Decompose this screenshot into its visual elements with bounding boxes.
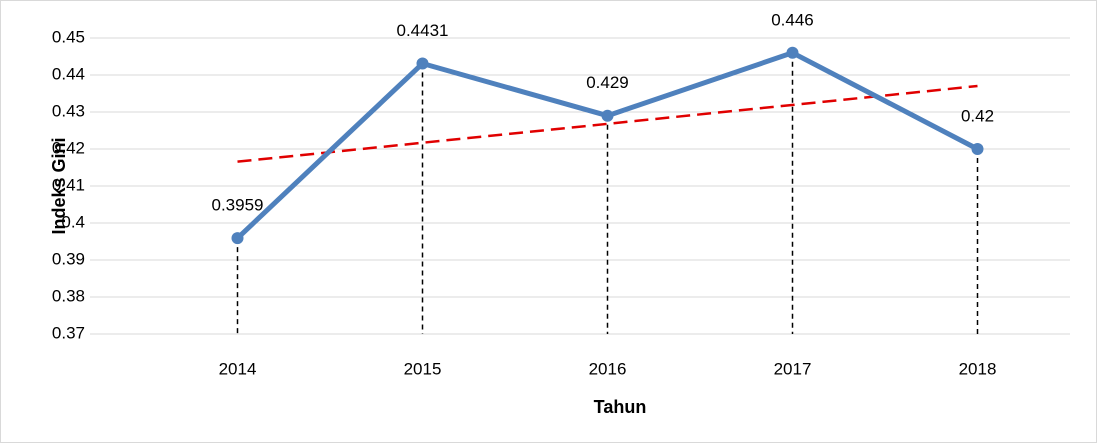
y-tick-label: 0.43 (52, 101, 85, 120)
y-tick-label: 0.39 (52, 249, 85, 268)
x-axis-title: Tahun (594, 397, 647, 417)
data-point (231, 232, 244, 245)
y-tick-label: 0.45 (52, 27, 85, 46)
data-point (601, 109, 614, 122)
data-label: 0.429 (586, 73, 629, 92)
y-tick-label: 0.42 (52, 138, 85, 157)
data-label: 0.4431 (397, 21, 449, 40)
data-label: 0.3959 (212, 196, 264, 215)
data-label: 0.446 (771, 10, 814, 29)
x-tick-label: 2015 (404, 359, 442, 378)
x-tick-label: 2018 (959, 359, 997, 378)
x-tick-label: 2017 (774, 359, 812, 378)
data-point (971, 143, 984, 155)
x-tick-label: 2016 (589, 359, 627, 378)
y-tick-label: 0.4 (61, 212, 85, 231)
y-axis-title: Indeks Gini (49, 137, 69, 234)
data-point (416, 57, 429, 70)
data-point (786, 46, 799, 59)
y-tick-label: 0.41 (52, 175, 85, 194)
trendline (237, 84, 978, 163)
x-tick-label: 2014 (219, 359, 257, 378)
y-tick-label: 0.37 (52, 323, 85, 342)
data-label: 0.42 (961, 106, 994, 125)
y-tick-label: 0.44 (52, 64, 85, 83)
y-tick-label: 0.38 (52, 286, 85, 305)
